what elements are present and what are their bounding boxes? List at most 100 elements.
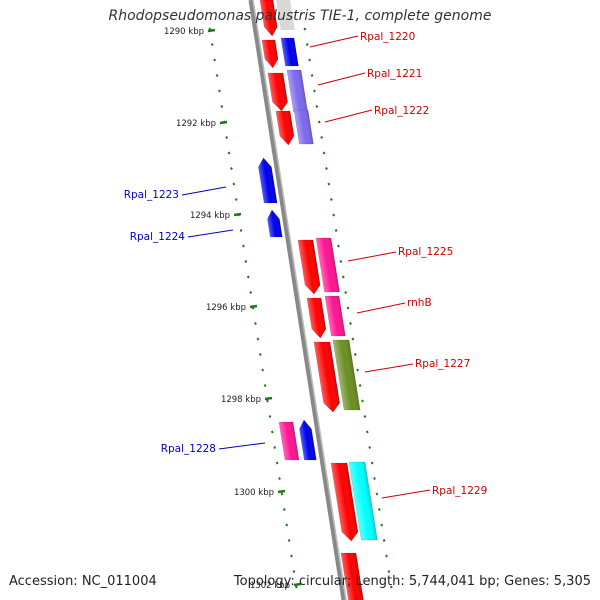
gene-rpal-1222-feature-shade [294, 110, 314, 144]
gene-rpal-1227-cds-shade [314, 342, 340, 412]
gene-rpal-1220-cds-2 [261, 39, 279, 69]
gene-label-rnhb: rnhB [407, 297, 432, 309]
scale-tick-mark [219, 120, 228, 125]
gene-rnhb-cds [306, 297, 327, 339]
right-track-dot [320, 136, 324, 139]
right-track-dot [329, 198, 333, 201]
right-track-dot [370, 461, 374, 465]
scale-tick-label: 1294 kbp [190, 211, 230, 221]
left-track-dot [268, 415, 272, 418]
scale-tick-mark [207, 28, 216, 33]
left-track-dot [278, 477, 281, 480]
gene-rpal-1225-feature-shade [316, 238, 340, 292]
gene-label-rpal-1229: Rpal_1229 [432, 485, 487, 497]
left-track-dot [287, 539, 291, 542]
left-track-dot [220, 105, 224, 108]
left-track-dot [234, 198, 238, 201]
gene-rpal-1229-cds-shade [331, 463, 358, 541]
gene-rpal-1220-cds-shade [260, 0, 278, 36]
right-track-dot [356, 368, 360, 372]
right-track-dot [325, 167, 328, 170]
right-track-dot [334, 229, 338, 232]
right-track-dot [332, 213, 336, 217]
gene-label-leader-rpal-1227 [364, 363, 414, 373]
gene-rpal-1221-cds-shade [268, 73, 288, 111]
gene-label-leader-rpal-1229 [381, 489, 431, 499]
gene-label-rpal-1220: Rpal_1220 [360, 31, 415, 43]
left-track-dot [242, 244, 245, 248]
gene-label-rpal-1224: Rpal_1224 [130, 231, 186, 243]
left-track-dot [261, 368, 265, 372]
gene-rpal-1224-cds-shade [267, 210, 283, 237]
gene-rpal-1228-feature-shade [279, 422, 300, 460]
gene-label-leader-rpal-1225 [347, 251, 397, 262]
right-track-dot [344, 291, 348, 294]
gene-rpal-1222-feature [293, 109, 314, 145]
left-track-dot [273, 446, 277, 449]
gene-label-rpal-1223: Rpal_1223 [124, 189, 179, 201]
left-track-dot [285, 523, 289, 527]
gene-rpal-1223-cds-shade [258, 158, 278, 203]
left-track-dot [244, 260, 248, 263]
right-track-dot [310, 74, 314, 77]
gene-rnhb-cds-shade [307, 298, 326, 338]
right-track-dot [305, 43, 309, 46]
gene-label-leader-rnhb [356, 302, 406, 314]
gene-label-leader-rpal-1222 [324, 109, 373, 123]
left-track-dot [213, 58, 217, 62]
gene-next-cds-shade [341, 553, 364, 600]
gene-rpal-1221-cds [267, 72, 288, 112]
right-track-dot [363, 415, 367, 418]
right-track-dot [385, 554, 388, 558]
right-track-dot [308, 58, 312, 62]
left-track-dot [290, 554, 293, 558]
gene-rpal-1220-feature-shade [281, 38, 299, 66]
right-track-dot [303, 27, 307, 31]
right-track-dot [377, 508, 381, 511]
right-track-dot [353, 353, 357, 356]
gene-next-cds [340, 552, 364, 600]
right-track-dot [380, 523, 384, 527]
gene-rpal-1220-cds-2-shade [262, 40, 279, 68]
right-track-dot [387, 570, 391, 573]
right-track-dot [346, 306, 350, 310]
gene-label-leader-rpal-1220 [309, 35, 359, 48]
scale-tick-label: 1290 kbp [164, 27, 204, 37]
gene-rpal-1222-cds-shade [276, 111, 294, 145]
gene-label-rpal-1225: Rpal_1225 [398, 246, 453, 258]
scale-tick-label: 1300 kbp [234, 488, 274, 498]
gene-rpal-1225-cds [297, 239, 321, 295]
gene-rpal-1220-cds [259, 0, 278, 37]
right-track-dot [389, 585, 393, 589]
gene-rpal-1224-cds [267, 209, 283, 238]
scale-tick-mark [249, 304, 258, 309]
gene-rpal-1229-cds [330, 462, 359, 542]
gene-rnhb-feature-shade [325, 296, 346, 336]
gene-label-leader-rpal-1228 [218, 442, 266, 450]
topology-text: Topology: circular; Length: 5,744,041 bp… [233, 574, 591, 589]
scale-tick-label: 1302 kbp [250, 581, 290, 591]
backbone-line [248, 0, 347, 600]
gene-rpal-1229-feature-shade [349, 462, 378, 540]
gene-label-rpal-1221: Rpal_1221 [367, 68, 422, 80]
backbone-highlight [252, 0, 347, 600]
right-track-dot [339, 260, 343, 263]
gene-rpal-1228-cds-shade [299, 420, 317, 460]
gene-rpal-1227-feature [332, 339, 361, 411]
gene-rpal-1222-cds [275, 110, 295, 146]
gene-label-leader-rpal-1224 [187, 229, 234, 238]
scale-tick-mark [264, 396, 273, 401]
scale-tick-label: 1296 kbp [206, 303, 246, 313]
gene-fragment-top-body [276, 0, 295, 30]
gene-rnhb-feature [324, 295, 346, 337]
right-track-dot [313, 89, 316, 93]
right-track-dot [322, 151, 326, 155]
scale-tick-label: 1292 kbp [176, 119, 216, 129]
left-track-dot [258, 353, 262, 356]
gene-rpal-1221-feature [286, 69, 308, 113]
gene-fragment-top [276, 0, 295, 30]
gene-rpal-1228-cds [299, 419, 317, 461]
right-track-dot [365, 430, 369, 434]
scale-tick-mark [277, 489, 286, 494]
